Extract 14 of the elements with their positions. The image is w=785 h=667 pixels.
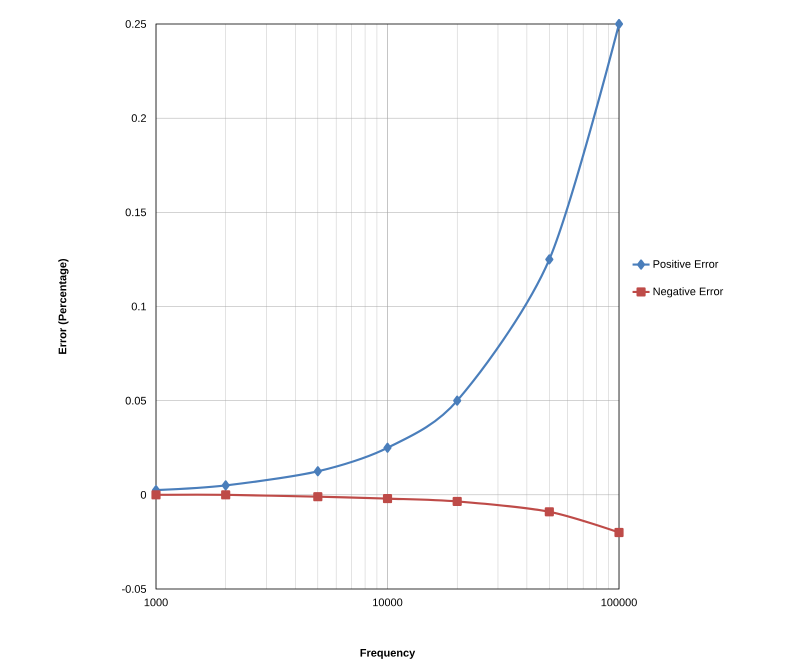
x-tick-label: 1000 (144, 598, 168, 606)
y-tick-label: 0.1 (132, 302, 146, 310)
y-tick-label: 0.2 (132, 114, 146, 122)
x-tick-label: 10000 (373, 598, 402, 606)
y-tick-label: 0 (140, 490, 146, 499)
legend-label: Negative Error (654, 287, 724, 298)
y-tick-label: -0.05 (122, 585, 146, 593)
x-axis-title: Frequency (360, 649, 416, 659)
y-tick-label: 0.25 (126, 20, 146, 28)
legend-label: Positive Error (654, 260, 718, 268)
y-tick-label: 0.05 (126, 396, 146, 405)
y-tick-label: 0.15 (126, 208, 146, 216)
x-tick-label: 100000 (602, 598, 637, 606)
y-axis-title: Error (Percentage) (58, 258, 69, 354)
